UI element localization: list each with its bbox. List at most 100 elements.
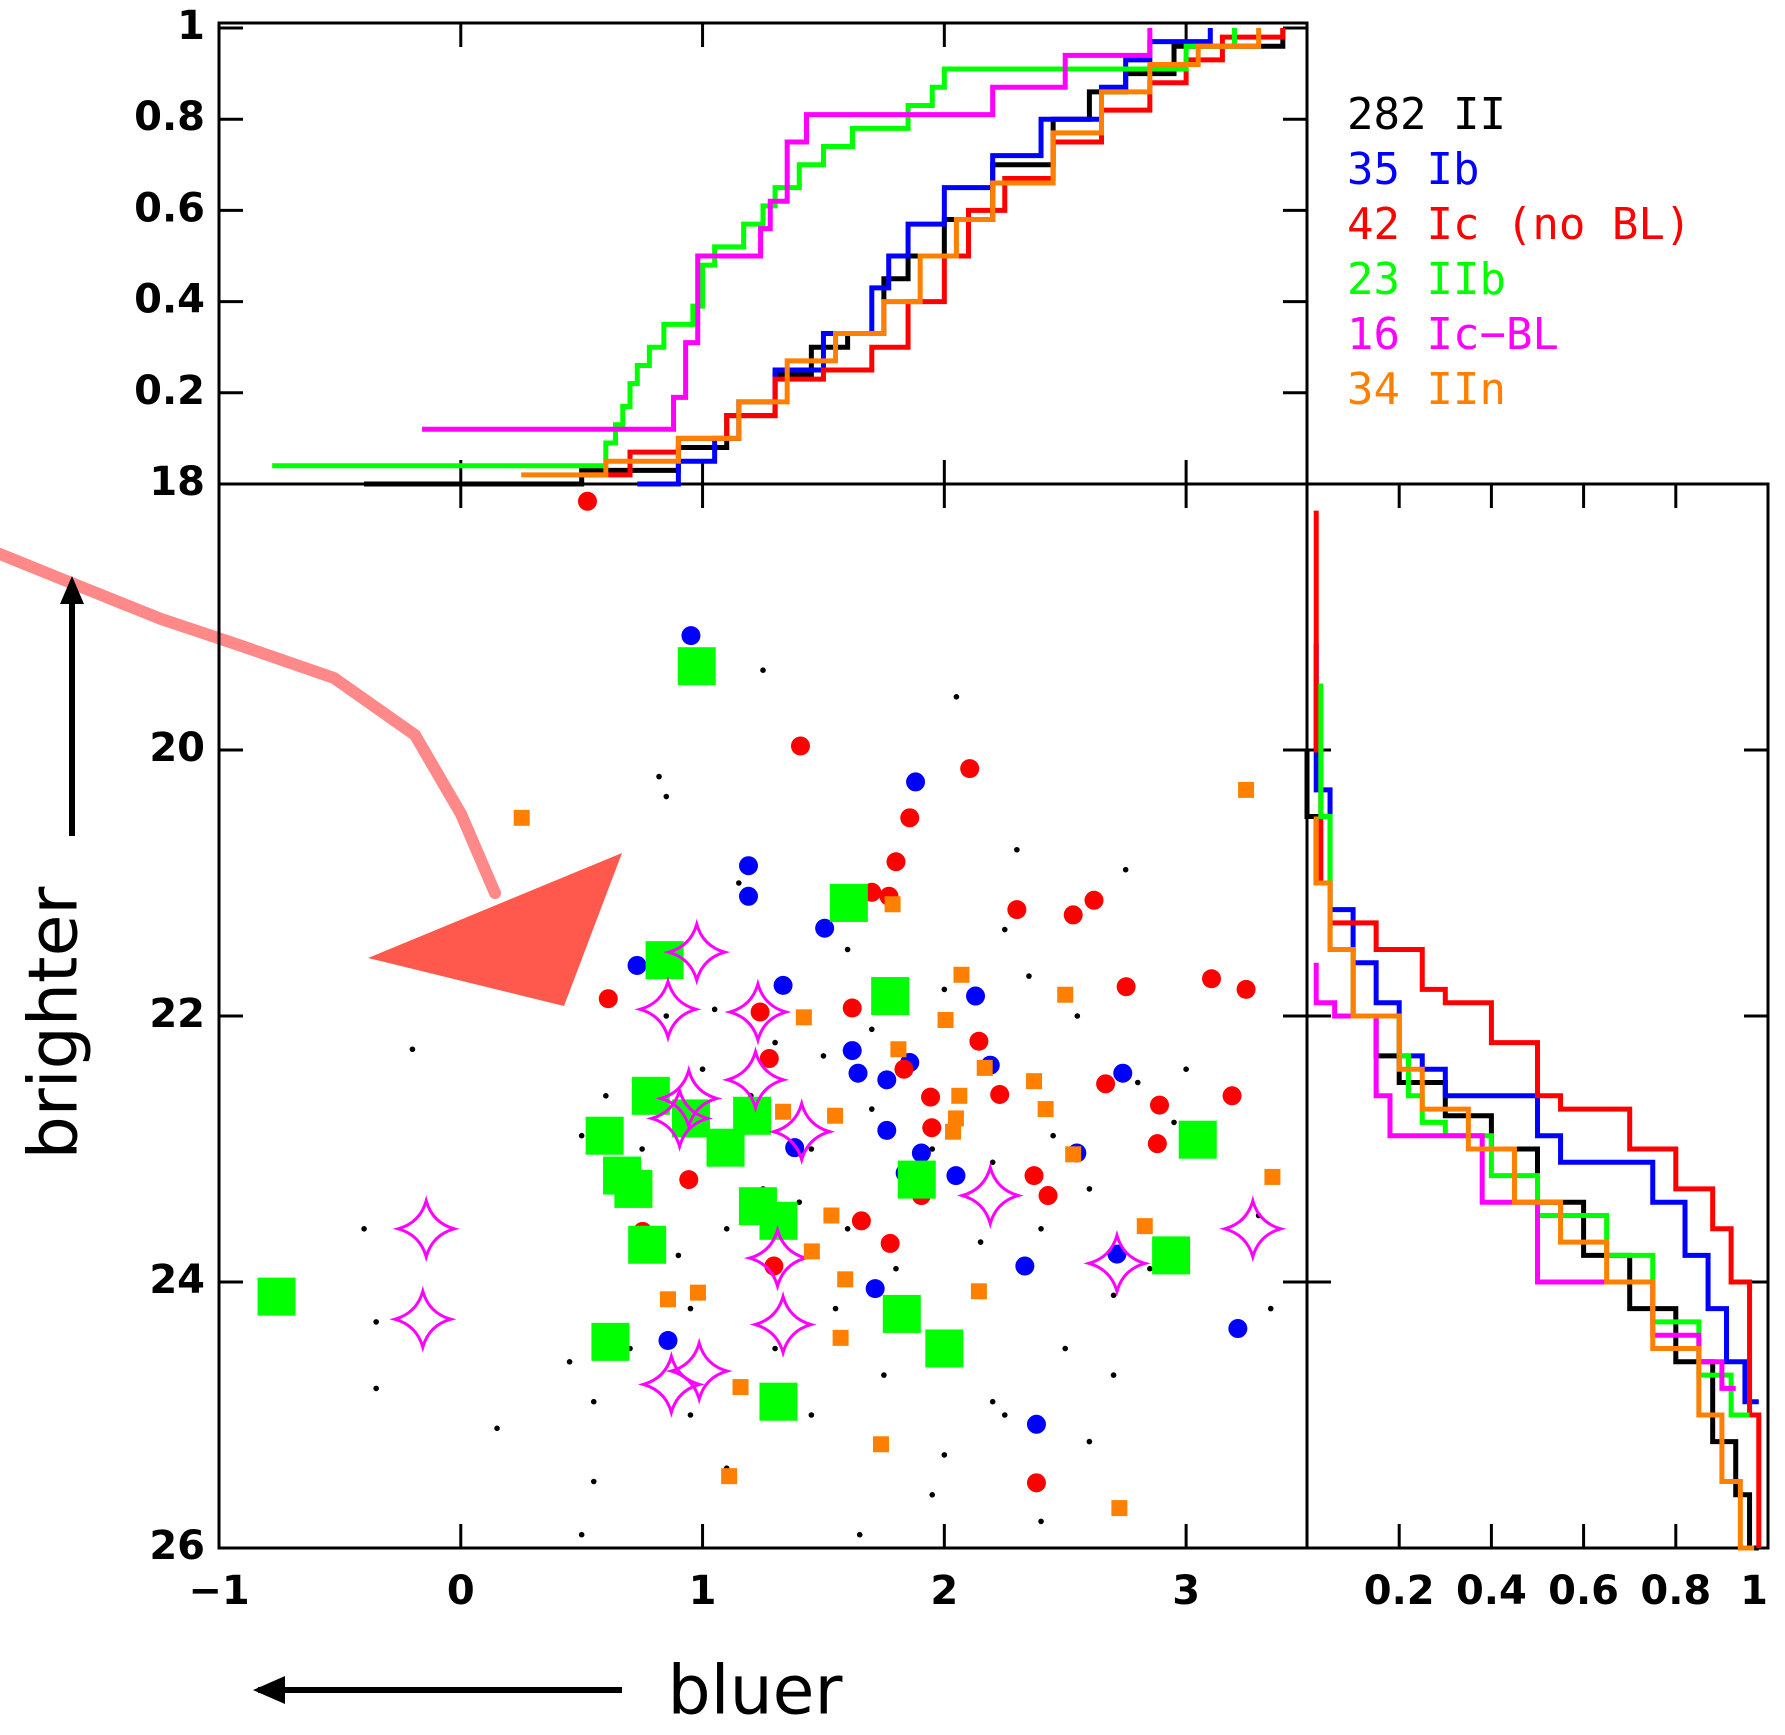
plot-frame [217, 21, 1309, 486]
point [663, 918, 731, 986]
point [842, 998, 862, 1018]
point [989, 1159, 996, 1166]
point [665, 1337, 733, 1405]
point [733, 1096, 772, 1135]
point [590, 1478, 597, 1485]
point [681, 626, 701, 646]
point [1107, 1244, 1127, 1264]
point [795, 1009, 812, 1026]
point [409, 1046, 416, 1053]
point [960, 759, 980, 779]
point [677, 647, 716, 686]
y-tick-label: 0.8 [134, 94, 205, 140]
point [1065, 1146, 1082, 1163]
point [768, 1098, 836, 1166]
point [882, 1294, 921, 1333]
point [922, 1118, 942, 1138]
point [911, 1143, 931, 1163]
point [1147, 1134, 1167, 1154]
x-tick-label: 0.2 [1364, 1568, 1435, 1614]
point [837, 1271, 854, 1288]
point [877, 1070, 897, 1090]
point [884, 896, 901, 913]
point [970, 1283, 987, 1300]
x-tick-label: 0 [447, 1568, 475, 1614]
point [977, 1239, 984, 1245]
point [865, 1279, 885, 1299]
y-tick-label: 18 [149, 459, 205, 505]
y-direction-arrowhead [60, 576, 84, 604]
point [361, 1226, 367, 1232]
cdf-line [1313, 643, 1759, 1405]
point [808, 1146, 815, 1152]
point [877, 1120, 897, 1140]
point [585, 1116, 624, 1155]
y-tick-label: 20 [149, 725, 205, 771]
point [790, 736, 810, 756]
point [1086, 1438, 1093, 1445]
point [736, 880, 742, 886]
point [614, 1169, 653, 1208]
point [951, 1087, 968, 1104]
point [257, 1277, 296, 1316]
point [663, 793, 670, 800]
point [796, 1199, 803, 1205]
cdf-line [422, 28, 1153, 432]
point [1178, 1120, 1217, 1159]
point [953, 966, 970, 983]
point [1111, 1500, 1128, 1517]
point [1026, 1473, 1046, 1493]
point [639, 1146, 645, 1152]
x-tick-label: 0.8 [1640, 1568, 1711, 1614]
point [844, 946, 851, 953]
point [881, 1372, 887, 1378]
point [941, 986, 948, 993]
point [637, 1350, 705, 1418]
legend-entry: 23 IIb [1347, 254, 1506, 305]
point [1147, 1265, 1153, 1272]
point [772, 1039, 778, 1046]
point [628, 1225, 667, 1264]
point [890, 1041, 907, 1058]
point [953, 694, 960, 700]
point [1001, 1412, 1008, 1418]
point [869, 1026, 875, 1033]
x-axis-label: bluer [668, 1652, 843, 1731]
point [627, 955, 647, 975]
x-tick-label: 0.4 [1456, 1568, 1527, 1614]
point [893, 1265, 899, 1272]
point [679, 1170, 699, 1190]
x-tick-label: 0.6 [1548, 1568, 1619, 1614]
y-tick-label: 1 [177, 3, 205, 49]
point [1038, 1226, 1044, 1232]
point [894, 1059, 914, 1079]
point [921, 1087, 941, 1107]
point [738, 856, 758, 876]
point [759, 1049, 779, 1069]
point [1264, 1168, 1281, 1185]
point [689, 1284, 706, 1301]
point [663, 1013, 670, 1019]
y-tick-label: 0.4 [134, 277, 205, 323]
legend-entry: 42 Ic (no BL) [1347, 199, 1691, 250]
point [732, 1379, 749, 1396]
point [1026, 973, 1032, 979]
point [721, 1468, 738, 1485]
point [827, 1107, 844, 1124]
point [513, 809, 530, 826]
point [1057, 986, 1074, 1003]
legend-entry: 16 Ic−BL [1347, 309, 1559, 360]
cdf-line [521, 28, 1262, 478]
x-direction-arrowhead [253, 1676, 285, 1704]
cdf-line [364, 28, 1286, 487]
point [929, 1146, 936, 1152]
point [1024, 1166, 1044, 1186]
point [634, 975, 702, 1043]
point [856, 1531, 863, 1538]
point [1201, 969, 1221, 989]
point [1152, 1236, 1191, 1275]
point [1086, 1186, 1093, 1192]
point [389, 1285, 457, 1353]
point [851, 1211, 871, 1231]
point [603, 1093, 609, 1099]
